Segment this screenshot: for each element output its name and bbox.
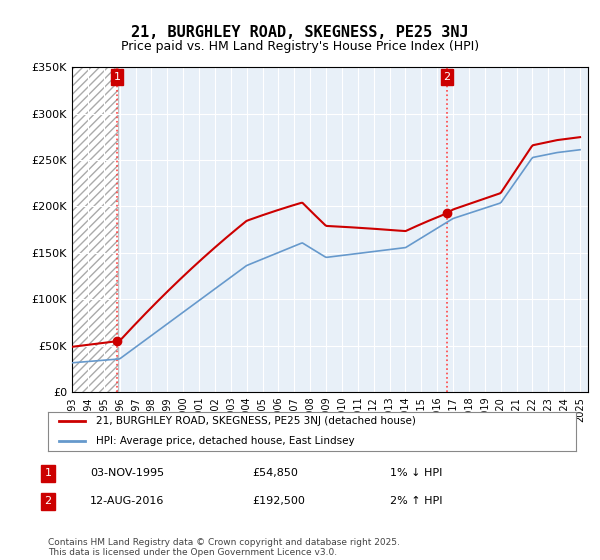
- Text: 21, BURGHLEY ROAD, SKEGNESS, PE25 3NJ (detached house): 21, BURGHLEY ROAD, SKEGNESS, PE25 3NJ (d…: [95, 417, 415, 426]
- Text: Contains HM Land Registry data © Crown copyright and database right 2025.
This d: Contains HM Land Registry data © Crown c…: [48, 538, 400, 557]
- Text: Price paid vs. HM Land Registry's House Price Index (HPI): Price paid vs. HM Land Registry's House …: [121, 40, 479, 53]
- Text: 03-NOV-1995: 03-NOV-1995: [90, 468, 164, 478]
- Text: 1% ↓ HPI: 1% ↓ HPI: [390, 468, 442, 478]
- Text: HPI: Average price, detached house, East Lindsey: HPI: Average price, detached house, East…: [95, 436, 354, 446]
- Text: £192,500: £192,500: [252, 496, 305, 506]
- Text: £54,850: £54,850: [252, 468, 298, 478]
- Text: 2: 2: [44, 496, 52, 506]
- Text: 2% ↑ HPI: 2% ↑ HPI: [390, 496, 443, 506]
- Text: 12-AUG-2016: 12-AUG-2016: [90, 496, 164, 506]
- Text: 1: 1: [113, 72, 121, 82]
- Text: 1: 1: [44, 468, 52, 478]
- Text: 21, BURGHLEY ROAD, SKEGNESS, PE25 3NJ: 21, BURGHLEY ROAD, SKEGNESS, PE25 3NJ: [131, 25, 469, 40]
- Text: 2: 2: [443, 72, 451, 82]
